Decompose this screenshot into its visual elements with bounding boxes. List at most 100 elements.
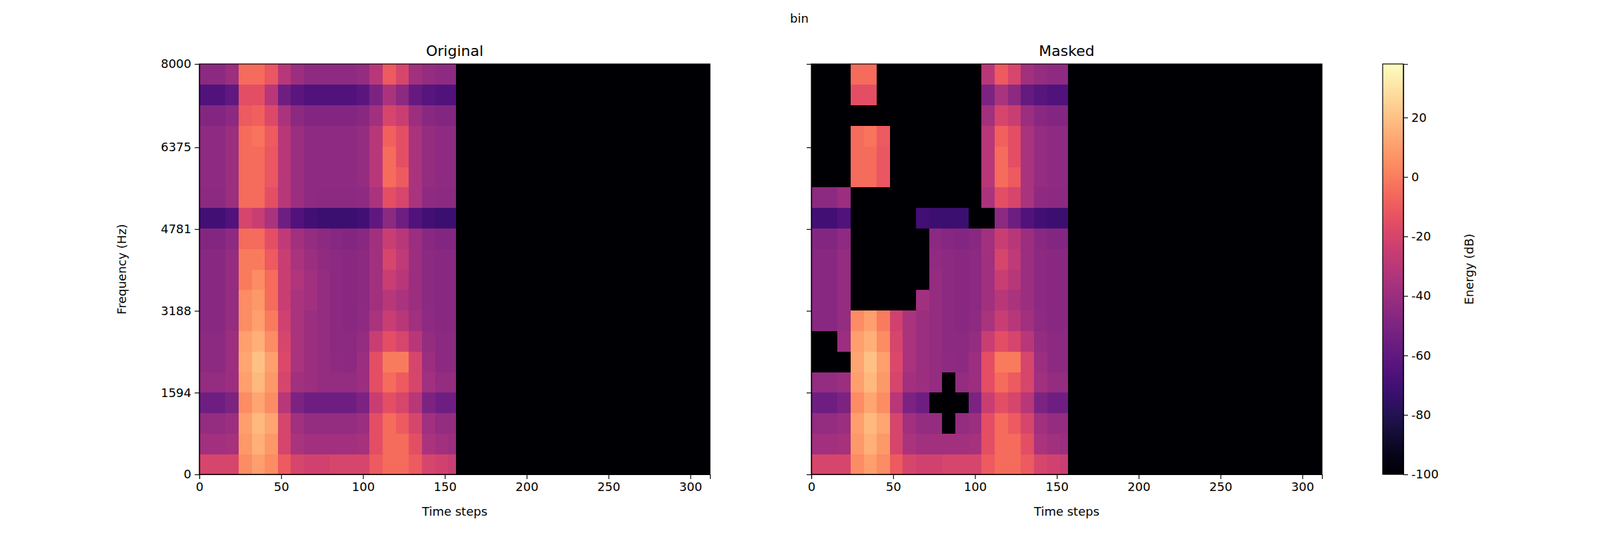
cell xyxy=(1068,454,1322,475)
cell xyxy=(278,269,292,290)
cell xyxy=(225,64,239,85)
cell xyxy=(238,146,252,167)
cell xyxy=(955,187,969,208)
cell xyxy=(238,248,252,270)
cell xyxy=(225,290,239,311)
cell xyxy=(902,187,916,208)
cell xyxy=(876,146,890,167)
cell xyxy=(1020,105,1034,126)
cells xyxy=(811,64,1322,475)
x-axis: 050100150200250300 xyxy=(196,474,711,494)
cell xyxy=(264,208,278,229)
cell xyxy=(811,125,825,146)
cell xyxy=(1068,310,1322,332)
cell xyxy=(850,228,864,249)
cell xyxy=(369,208,383,229)
cell xyxy=(929,105,943,126)
cell xyxy=(408,228,422,249)
cell xyxy=(225,392,239,414)
cell xyxy=(278,166,292,188)
cell xyxy=(968,166,982,188)
cell xyxy=(435,269,449,290)
cell xyxy=(864,454,878,475)
y-axis-title: Frequency (Hz) xyxy=(114,224,129,315)
cell xyxy=(981,228,995,249)
cell xyxy=(382,454,396,475)
cell xyxy=(1008,187,1022,208)
cell xyxy=(382,310,396,332)
cell xyxy=(1060,413,1069,434)
cell xyxy=(994,146,1008,167)
tick: 4781 xyxy=(160,222,200,236)
cell xyxy=(890,146,904,167)
cell xyxy=(199,228,213,249)
cell xyxy=(304,310,318,332)
cell xyxy=(824,351,838,372)
cell xyxy=(264,433,278,454)
cell xyxy=(382,330,396,352)
cell xyxy=(278,372,292,393)
cell xyxy=(955,166,969,188)
cell xyxy=(1020,187,1034,208)
cell xyxy=(456,351,710,372)
cell xyxy=(824,208,838,229)
cell xyxy=(837,105,851,126)
cell xyxy=(343,310,357,332)
cell xyxy=(1060,372,1069,393)
cell xyxy=(290,310,304,332)
cell xyxy=(811,433,825,454)
tick-label: -40 xyxy=(1411,288,1431,303)
cell xyxy=(290,433,304,454)
cell xyxy=(212,413,226,434)
cell xyxy=(1034,413,1048,434)
cell xyxy=(864,351,878,372)
cell xyxy=(290,392,304,414)
cell xyxy=(890,125,904,146)
cell xyxy=(811,351,825,372)
cell xyxy=(456,433,710,454)
plot-frame xyxy=(199,64,710,475)
cell xyxy=(278,392,292,414)
tick-label: -80 xyxy=(1411,408,1431,422)
cell xyxy=(811,330,825,352)
cell xyxy=(850,330,864,352)
cell xyxy=(864,208,878,229)
cell xyxy=(264,166,278,188)
cell xyxy=(902,228,916,249)
cell xyxy=(837,372,851,393)
cell xyxy=(981,351,995,372)
cell xyxy=(422,330,436,352)
cell xyxy=(408,146,422,167)
cell xyxy=(330,392,344,414)
tick-label: 0 xyxy=(808,480,816,494)
cell xyxy=(278,248,292,270)
cell xyxy=(811,413,825,434)
cell xyxy=(408,208,422,229)
colorbar-ramp xyxy=(1382,64,1404,475)
cell xyxy=(369,351,383,372)
cell xyxy=(890,248,904,270)
cell xyxy=(1060,125,1069,146)
cell xyxy=(448,413,457,434)
cell xyxy=(864,64,878,85)
tick-mark xyxy=(806,392,812,394)
cell xyxy=(1068,228,1322,249)
cell xyxy=(1034,248,1048,270)
cell xyxy=(955,351,969,372)
cell xyxy=(981,269,995,290)
cell xyxy=(330,228,344,249)
cell xyxy=(916,64,930,85)
cell xyxy=(1034,64,1048,85)
cell xyxy=(264,454,278,475)
cell xyxy=(837,166,851,188)
cell xyxy=(876,351,890,372)
cell xyxy=(1047,64,1061,85)
cell xyxy=(304,392,318,414)
cell xyxy=(811,269,825,290)
cell xyxy=(1047,187,1061,208)
cell xyxy=(1060,64,1069,85)
cell xyxy=(199,392,213,414)
cell xyxy=(1008,351,1022,372)
cell xyxy=(1020,146,1034,167)
cell xyxy=(264,330,278,352)
